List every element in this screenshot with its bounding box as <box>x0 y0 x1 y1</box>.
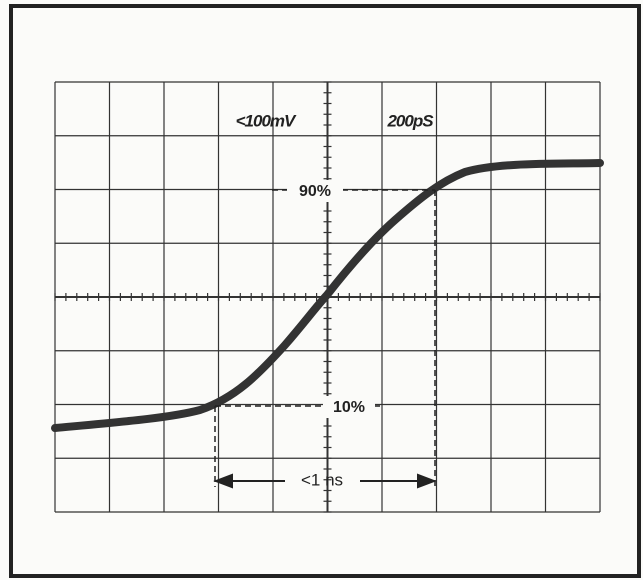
graticule <box>54 81 601 513</box>
volts-label: <100mV <box>236 111 297 130</box>
label-bg <box>287 180 343 202</box>
markers <box>214 189 436 487</box>
arrow-head-right <box>417 473 437 489</box>
rise-arrow <box>213 473 437 489</box>
time-label: 200pS <box>386 111 434 130</box>
upper-label: 90% <box>299 183 331 200</box>
frame <box>9 4 641 578</box>
rise-label: <1 ns <box>301 470 343 489</box>
arrow-head-left <box>213 473 233 489</box>
lower-label: 10% <box>333 399 365 416</box>
label-bg <box>323 396 375 418</box>
trace <box>51 159 604 432</box>
